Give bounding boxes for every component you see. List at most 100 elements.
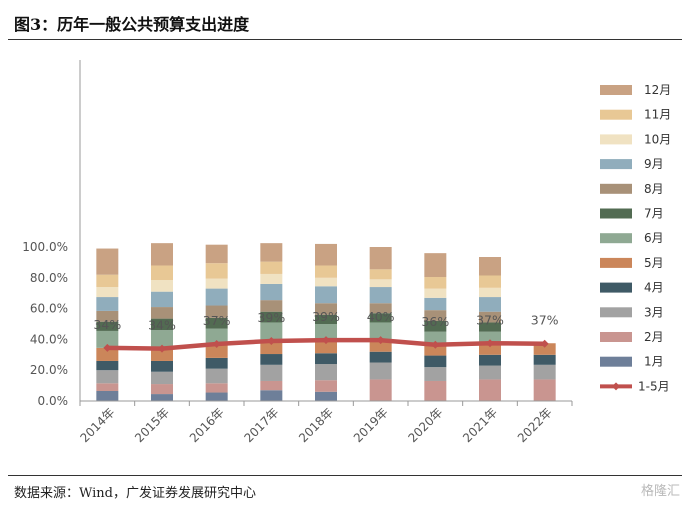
y-tick-label: 20.0%	[30, 363, 68, 377]
legend-label: 6月	[644, 231, 664, 245]
bar-segment	[424, 331, 447, 345]
bar-segment	[479, 365, 501, 380]
bar-segment	[96, 390, 119, 401]
bar-segment	[479, 311, 501, 323]
bar-segment	[424, 253, 447, 278]
bar-segment	[315, 364, 337, 381]
bar-segment	[151, 371, 173, 385]
bar-segment	[151, 330, 173, 349]
stacked-bar-chart: 0.0% 20.0% 40.0% 60.0% 80.0% 100.0% 2014年 2015…	[22, 60, 671, 445]
bar-segment	[260, 390, 283, 401]
bar-segment	[96, 360, 119, 371]
legend-label: 11月	[644, 108, 671, 122]
line-series-group: 34% 34% 37% 39% 39% 40% 36% 37% 37%	[93, 309, 559, 353]
bar-segment	[369, 313, 392, 323]
bar-segment	[151, 360, 173, 372]
bar-segment	[96, 383, 119, 391]
bar-segment	[260, 283, 283, 301]
bar-segment	[479, 257, 501, 276]
x-axis: 2014年 2015年 2016年 2017年 2018年 2019年 2020年 2021年…	[77, 400, 573, 445]
legend-label: 4月	[644, 281, 664, 295]
x-tick-label: 2020年	[405, 405, 445, 445]
bar-segment	[260, 340, 283, 355]
legend-label: 10月	[644, 132, 671, 146]
bar-segment	[369, 303, 392, 314]
bar-segment	[260, 261, 283, 274]
legend-swatch	[600, 307, 632, 318]
y-tick-label: 60.0%	[30, 302, 68, 316]
legend-label: 2月	[644, 330, 664, 344]
bar-segment	[315, 277, 337, 287]
line-point	[212, 340, 221, 349]
bar-segment	[424, 288, 447, 298]
legend-swatch	[600, 233, 632, 244]
bar-segment	[533, 343, 556, 355]
bar-segment	[151, 318, 173, 331]
bar-segment	[315, 265, 337, 278]
legend-line-marker	[612, 382, 620, 391]
bar-segment	[151, 280, 173, 292]
bar-segment	[315, 353, 337, 365]
bar-segment	[315, 286, 337, 304]
bar-segment	[315, 314, 337, 324]
data-label: 40%	[367, 309, 395, 324]
bar-segment	[260, 300, 283, 312]
bar-segment	[205, 278, 228, 289]
line-point	[103, 343, 112, 352]
legend-label: 1-5月	[638, 379, 670, 393]
bar-segment	[151, 307, 173, 319]
bar-segment	[424, 310, 447, 321]
bar-segment	[315, 380, 337, 392]
bar-segment	[260, 322, 283, 341]
bar-segment	[151, 394, 173, 401]
data-label: 37%	[476, 312, 504, 327]
bar-segment	[205, 328, 228, 345]
x-tick-label: 2021年	[460, 405, 500, 445]
legend-label: 1月	[644, 355, 664, 369]
bar-segment	[205, 344, 228, 358]
x-tick-label: 2022年	[515, 405, 555, 445]
line-point	[486, 339, 494, 348]
bar-segment	[479, 287, 501, 298]
legend: 12月 11月 10月 9月 8月 7月 6月 5月 4月 3月 2月 1月 1-5月	[600, 83, 671, 393]
bar-segment	[205, 357, 228, 369]
x-tick-label: 2014年	[77, 405, 117, 445]
bar-segment	[533, 379, 556, 401]
bar-segment	[369, 351, 392, 363]
bar-segment	[424, 320, 447, 332]
bar-segment	[479, 379, 501, 401]
bar-segment	[96, 297, 119, 311]
legend-swatch	[600, 208, 632, 219]
bar-segment	[151, 291, 173, 308]
bar-segment	[96, 347, 119, 361]
bar-segment	[424, 355, 447, 368]
y-tick-label: 80.0%	[30, 271, 68, 285]
legend-swatch	[600, 183, 632, 194]
bar-segment	[315, 324, 337, 341]
bar-segment	[315, 391, 337, 401]
bar-segment	[369, 269, 392, 280]
bar-segment	[205, 383, 228, 393]
footer-rule	[8, 475, 682, 476]
bar-segment	[96, 370, 119, 384]
bar-segment	[260, 243, 283, 262]
bar-segment	[260, 273, 283, 284]
bar-segment	[205, 288, 228, 306]
line-point	[376, 336, 385, 345]
bar-segment	[205, 317, 228, 329]
y-tick-label: 100.0%	[22, 240, 68, 254]
bar-segment	[369, 287, 392, 304]
bar-segment	[205, 263, 228, 279]
bar-segment	[205, 244, 228, 264]
bar-segment	[533, 364, 556, 380]
line-point	[267, 336, 276, 345]
title-rule	[8, 39, 682, 40]
legend-swatch	[600, 85, 632, 95]
line-point	[158, 344, 166, 353]
x-tick-label: 2017年	[241, 405, 281, 445]
bar-segment	[96, 321, 119, 331]
bar-segment	[479, 331, 501, 344]
bar-segment	[424, 297, 447, 311]
bar-segment	[151, 384, 173, 395]
legend-label: 5月	[644, 256, 664, 270]
